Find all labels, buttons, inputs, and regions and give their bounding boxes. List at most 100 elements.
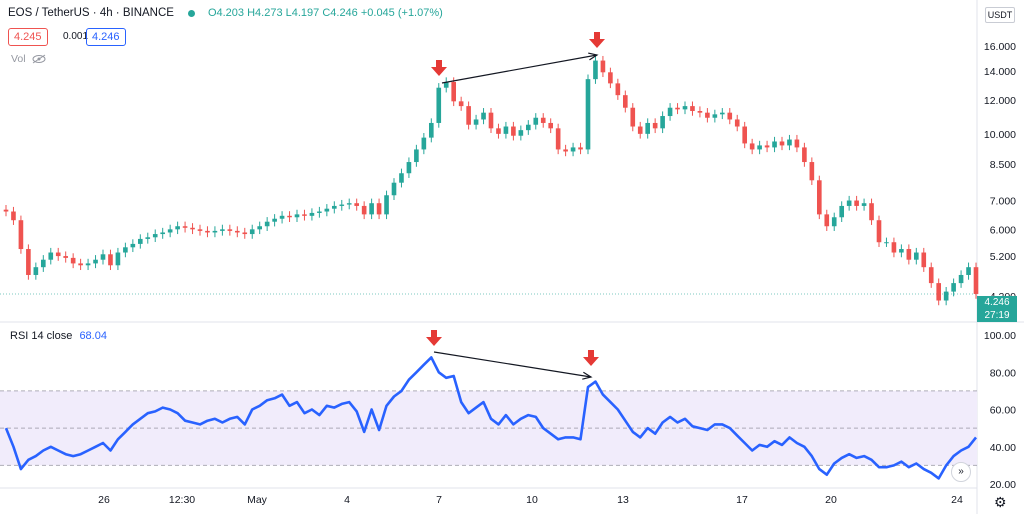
candle-body: [272, 218, 277, 222]
candle-body: [70, 257, 76, 264]
candle-body: [384, 195, 389, 215]
time-tick-label: 12:30: [169, 494, 195, 506]
candle-body: [18, 220, 24, 250]
candle-body: [958, 274, 964, 284]
candle-body: [921, 252, 927, 268]
rsi-legend[interactable]: RSI 14 close 68.04: [10, 330, 107, 342]
candle-body: [757, 145, 762, 150]
candle-body: [78, 263, 83, 266]
chart-header: EOS / TetherUS · 4h · BINANCE O4.203 H4.…: [8, 7, 443, 19]
symbol-title[interactable]: EOS / TetherUS · 4h · BINANCE: [8, 7, 174, 19]
candle-body: [309, 212, 315, 216]
candle-body: [884, 242, 889, 244]
candle-body: [652, 122, 658, 129]
candle-body: [324, 208, 330, 212]
candle-body: [779, 141, 785, 146]
candle-body: [346, 203, 352, 205]
price-tick-label: 8.500: [990, 159, 1016, 171]
price-tick-label: 10.000: [984, 129, 1016, 141]
buy-price-button[interactable]: 4.246: [86, 28, 126, 46]
price-tick-label: 5.200: [990, 251, 1016, 263]
time-tick-label: 4: [344, 494, 350, 506]
sell-price-button[interactable]: 4.245: [8, 28, 48, 46]
candle-body: [928, 267, 934, 284]
candle-body: [466, 106, 471, 125]
price-trend-arrow: [441, 54, 598, 84]
price-tick-label: 12.000: [984, 95, 1016, 107]
candle-body: [891, 242, 897, 253]
candle-body: [376, 203, 382, 215]
price-peak2-marker-icon: [589, 32, 605, 48]
time-tick-label: 26: [98, 494, 110, 506]
currency-label[interactable]: USDT: [985, 7, 1015, 23]
time-tick-label: 10: [526, 494, 538, 506]
candle-body: [443, 81, 449, 88]
candle-body: [913, 252, 919, 260]
candle-body: [712, 114, 718, 118]
candle-body: [727, 112, 733, 120]
candle-body: [167, 229, 173, 233]
candle-body: [130, 243, 136, 248]
candle-body: [399, 173, 404, 183]
candle-body: [234, 230, 240, 233]
candle-body: [317, 211, 322, 213]
candle-body: [861, 203, 867, 206]
candle-body: [824, 214, 830, 227]
candle-body: [458, 101, 464, 107]
candle-body: [55, 252, 61, 257]
candle-body: [145, 237, 151, 239]
candle-body: [257, 226, 263, 230]
candle-body: [697, 111, 703, 113]
candle-body: [667, 107, 673, 117]
time-tick-label: 13: [617, 494, 629, 506]
candle-body: [391, 182, 397, 196]
candle-body: [966, 267, 971, 275]
candle-body: [660, 116, 665, 129]
candle-body: [622, 95, 628, 108]
time-tick-label: May: [247, 494, 268, 506]
rsi-tick-label: 20.00: [990, 479, 1016, 491]
eye-hidden-icon[interactable]: [32, 54, 46, 64]
rsi-trend-arrow: [433, 351, 592, 378]
candle-body: [182, 226, 188, 228]
candle-body: [287, 215, 292, 218]
candle-body: [3, 209, 9, 212]
candle-body: [973, 267, 979, 294]
candle-body: [279, 215, 285, 219]
candle-body: [115, 252, 121, 266]
time-tick-label: 20: [825, 494, 837, 506]
candle-body: [675, 107, 680, 110]
candle-body: [331, 205, 337, 209]
candle-body: [876, 220, 882, 243]
volume-legend[interactable]: Vol: [11, 53, 46, 65]
candle-body: [645, 122, 651, 134]
candle-body: [899, 249, 904, 253]
candle-body: [600, 60, 606, 73]
candle-body: [436, 87, 442, 123]
candle-body: [85, 263, 91, 266]
rsi-series-line: [4, 356, 978, 480]
candle-body: [205, 230, 210, 233]
candle-body: [503, 126, 509, 134]
gear-icon[interactable]: ⚙: [994, 494, 1007, 510]
candle-body: [428, 122, 434, 138]
rsi-trend-arrow-head: [582, 371, 593, 380]
rsi-tick-label: 40.00: [990, 442, 1016, 454]
candle-body: [414, 149, 419, 163]
rsi-tick-label: 60.00: [990, 405, 1016, 417]
bar-countdown: 27:19: [984, 310, 1010, 321]
candle-body: [242, 232, 248, 235]
rsi-tick-label: 80.00: [990, 367, 1016, 379]
candle-body: [406, 162, 412, 174]
candle-body: [869, 203, 874, 221]
candle-body: [533, 117, 539, 125]
candle-body: [361, 205, 367, 215]
scroll-to-latest-icon[interactable]: »: [951, 462, 971, 482]
candle-body: [593, 60, 598, 80]
candle-body: [578, 147, 583, 150]
candle-body: [585, 79, 591, 150]
candle-body: [339, 204, 345, 206]
volume-label: Vol: [11, 53, 26, 65]
